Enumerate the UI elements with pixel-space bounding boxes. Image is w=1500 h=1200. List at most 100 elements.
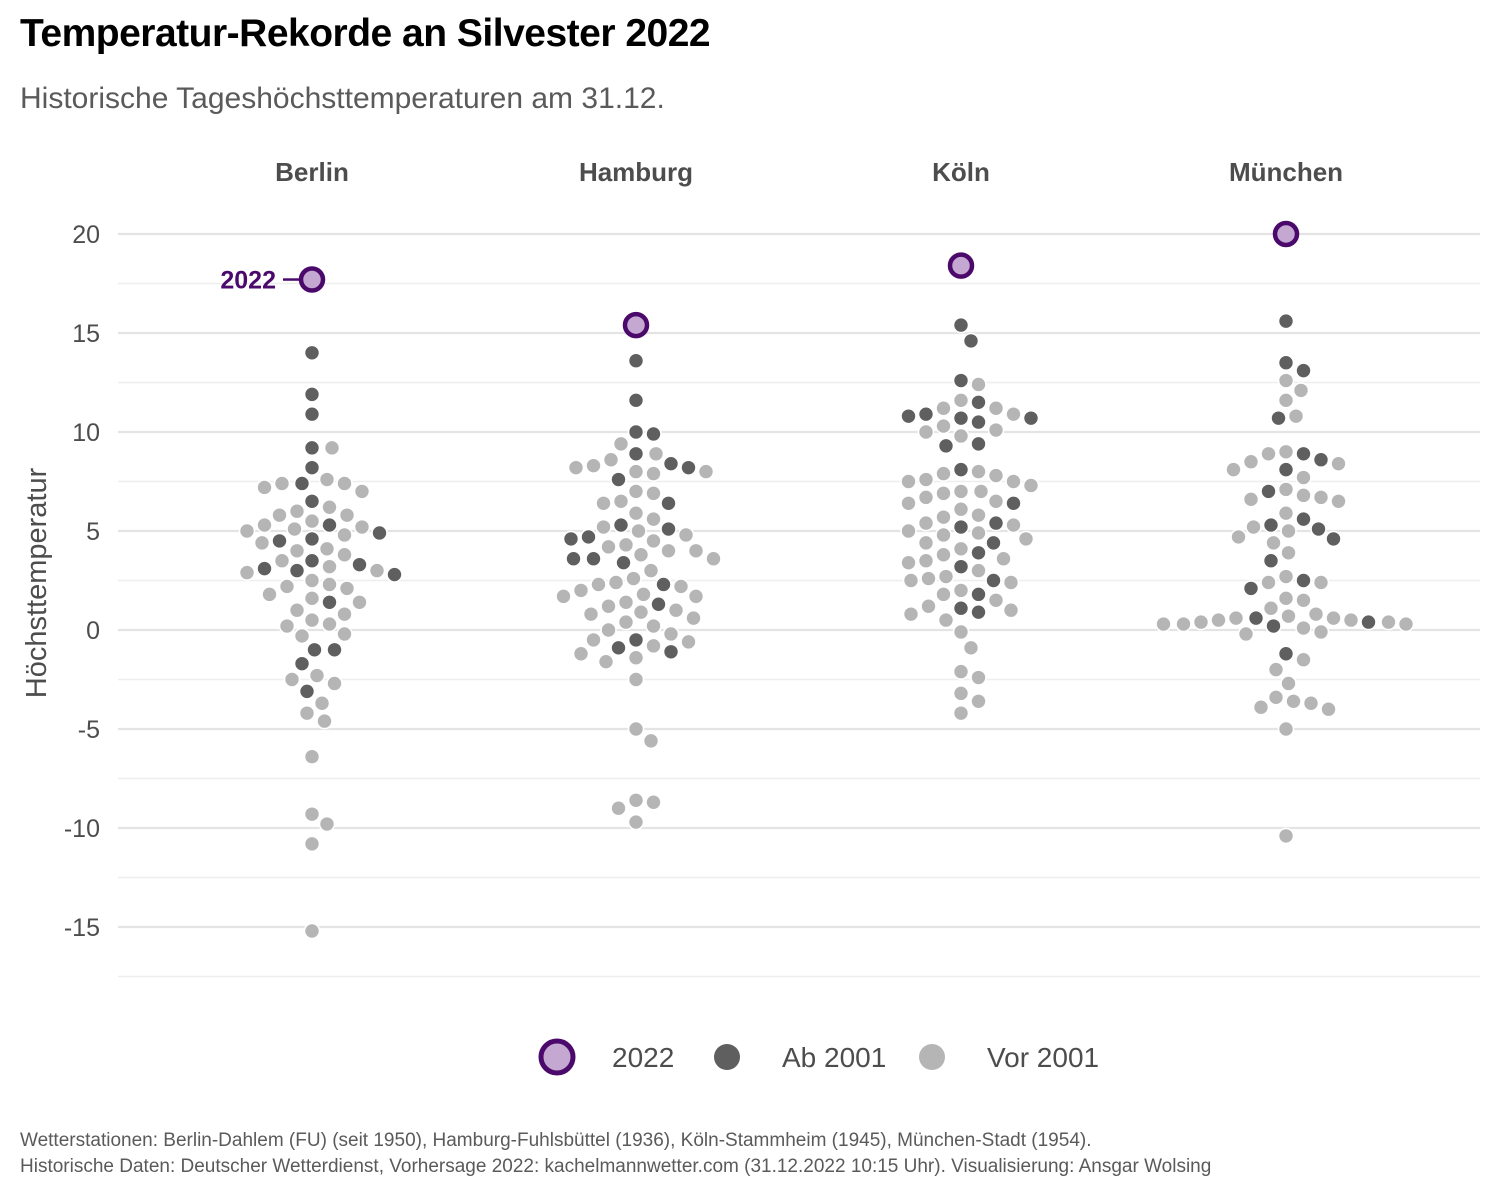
point-vor-2001 (1280, 607, 1297, 625)
point-ab-2001 (680, 459, 697, 476)
point-vor-2001 (902, 605, 920, 623)
point-ab-2001 (627, 352, 645, 370)
point-vor-2001 (278, 617, 296, 635)
point-ab-2001 (952, 599, 970, 617)
point-vor-2001 (1287, 407, 1305, 425)
panel-title: Hamburg (579, 157, 693, 187)
point-ab-2001 (326, 641, 343, 659)
point-vor-2001 (590, 576, 607, 593)
point-ab-2001 (371, 524, 388, 542)
point-vor-2001 (632, 603, 650, 621)
point-vor-2001 (1325, 609, 1342, 627)
point-vor-2001 (303, 835, 321, 853)
point-vor-2001 (645, 793, 662, 811)
point-vor-2001 (585, 457, 602, 474)
point-vor-2001 (597, 653, 615, 670)
point-vor-2001 (952, 392, 970, 409)
point-ab-2001 (627, 445, 645, 463)
point-vor-2001 (351, 593, 368, 611)
point-vor-2001 (645, 485, 662, 502)
point-vor-2001 (935, 546, 952, 564)
point-vor-2001 (617, 613, 635, 631)
point-vor-2001 (303, 572, 321, 589)
point-vor-2001 (970, 376, 987, 393)
point-ab-2001 (612, 516, 630, 534)
point-vor-2001 (1277, 568, 1295, 585)
point-vor-2001 (253, 534, 271, 552)
point-vor-2001 (321, 558, 338, 575)
point-ab-2001 (952, 409, 970, 427)
point-ab-2001 (306, 641, 323, 659)
point-ab-2001 (1247, 609, 1265, 627)
point-vor-2001 (1005, 516, 1022, 534)
point-ab-2001 (298, 683, 316, 700)
beeswarm-chart: -15 -10 -5 0 5 10 15 20 Höchsttemperatur Berlin 20… (21, 157, 1480, 1076)
point-ab-2001 (627, 631, 645, 649)
panel-title: Berlin (275, 157, 349, 187)
point-ab-2001 (970, 435, 987, 453)
point-vor-2001 (1017, 530, 1035, 548)
point-ab-2001 (565, 550, 582, 568)
point-vor-2001 (338, 580, 356, 597)
point-vor-2001 (1295, 651, 1312, 669)
point-vor-2001 (1280, 544, 1297, 562)
point-vor-2001 (920, 570, 937, 587)
y-axis-label: Höchsttemperatur (21, 467, 53, 698)
point-vor-2001 (1295, 591, 1312, 609)
point-vor-2001 (952, 500, 970, 518)
point-vor-2001 (602, 451, 620, 469)
point-vor-2001 (336, 475, 353, 492)
point-vor-2001 (238, 564, 256, 581)
point-ab-2001 (256, 560, 273, 577)
point-vor-2001 (1252, 698, 1270, 716)
point-ab-2001 (293, 655, 311, 672)
y-tick-label: 20 (72, 221, 100, 249)
point-ab-2001 (1260, 483, 1277, 500)
point-vor-2001 (308, 667, 326, 684)
point-vor-2001 (1155, 615, 1172, 633)
point-ab-2001 (970, 393, 987, 411)
point-vor-2001 (607, 574, 625, 591)
point-vor-2001 (368, 562, 386, 579)
point-vor-2001 (900, 494, 917, 512)
point-ab-2001 (952, 461, 970, 478)
point-ab-2001 (1312, 451, 1330, 469)
point-ab-2001 (303, 344, 321, 362)
point-vor-2001 (952, 623, 970, 641)
point-ab-2001 (386, 566, 403, 583)
point-vor-2001 (1245, 518, 1262, 536)
point-vor-2001 (1260, 574, 1277, 591)
point-vor-2001 (572, 645, 590, 663)
point-vor-2001 (336, 605, 353, 623)
point-vor-2001 (1312, 489, 1330, 506)
point-vor-2001 (318, 540, 336, 558)
point-ab-2001 (1270, 409, 1287, 427)
point-vor-2001 (920, 597, 937, 615)
point-vor-2001 (617, 536, 635, 554)
point-ab-2001 (1360, 613, 1377, 631)
point-vor-2001 (1302, 694, 1320, 712)
point-vor-2001 (917, 514, 935, 532)
point-ab-2001 (303, 492, 321, 510)
point-vor-2001 (1295, 487, 1312, 504)
point-2022 (1272, 220, 1300, 248)
point-vor-2001 (595, 494, 612, 512)
point-ab-2001 (610, 639, 627, 657)
point-ab-2001 (1277, 312, 1295, 330)
y-tick-label: -15 (64, 914, 100, 942)
point-vor-2001 (1175, 615, 1192, 633)
legend-marker-2022 (538, 1038, 576, 1076)
point-vor-2001 (970, 463, 987, 480)
point-ab-2001 (585, 550, 602, 568)
point-vor-2001 (645, 510, 662, 528)
point-vor-2001 (303, 611, 321, 629)
point-ab-2001 (1277, 461, 1295, 478)
point-ab-2001 (1295, 510, 1312, 528)
point-vor-2001 (600, 597, 617, 615)
point-vor-2001 (1280, 675, 1297, 692)
point-ab-2001 (952, 372, 970, 389)
point-vor-2001 (1292, 382, 1310, 399)
point-vor-2001 (1295, 469, 1312, 486)
point-vor-2001 (273, 475, 291, 492)
point-ab-2001 (627, 423, 645, 441)
